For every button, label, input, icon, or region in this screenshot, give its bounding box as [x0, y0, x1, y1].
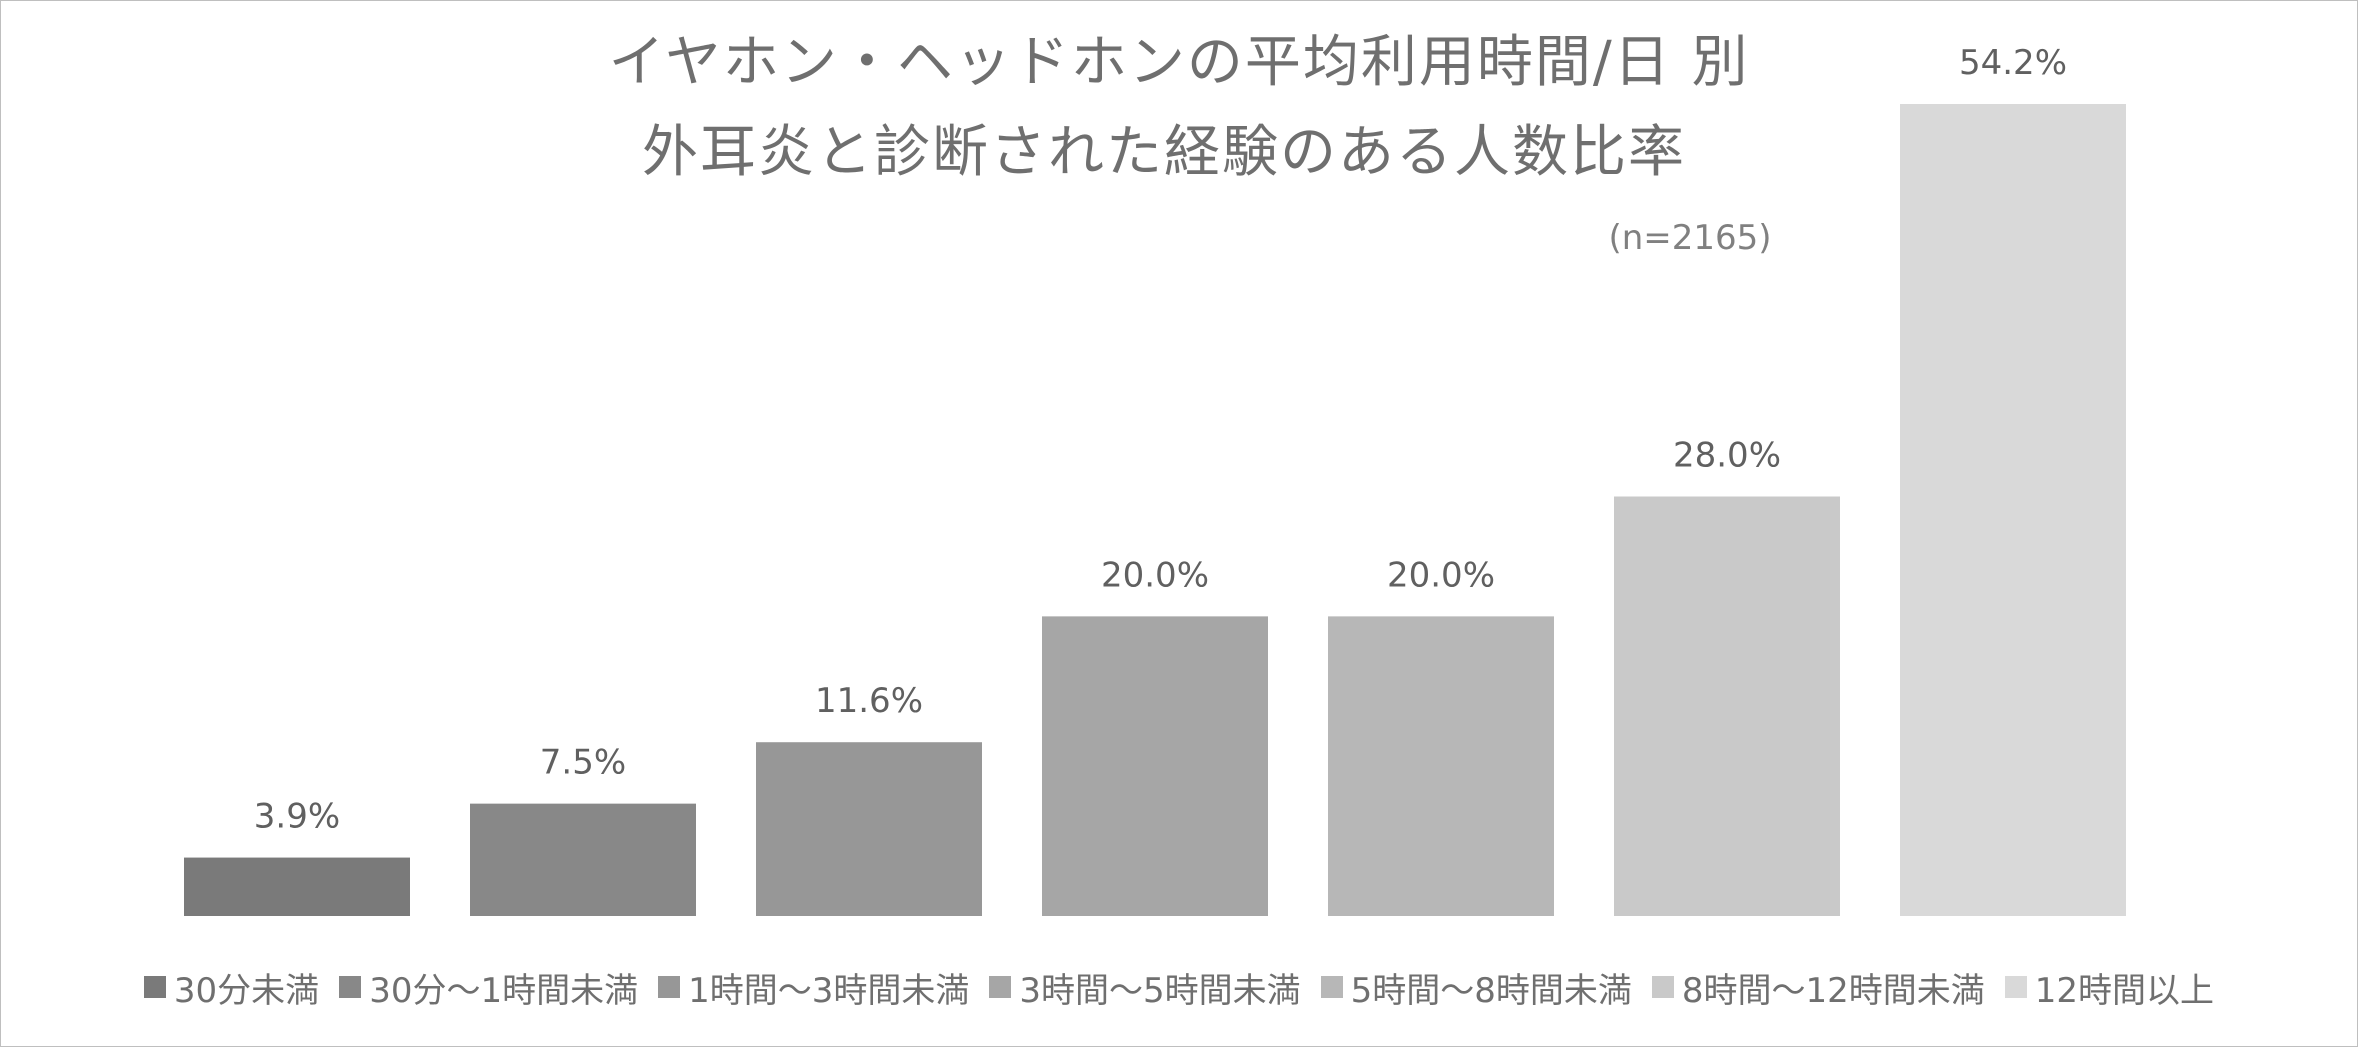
bar-6: [1614, 496, 1840, 916]
legend-swatch-6: [1651, 976, 1674, 998]
legend-item-3: 1時間～3時間未満: [658, 963, 969, 1012]
legend-label-7: 12時間以上: [2034, 970, 2215, 1011]
bar-1: [184, 857, 410, 916]
legend-label-6: 8時間～12時間未満: [1681, 970, 1985, 1011]
bar-2: [470, 803, 696, 916]
legend-swatch-1: [143, 976, 166, 998]
legend-swatch-7: [2004, 976, 2027, 998]
data-label-3: 11.6%: [815, 681, 923, 721]
data-label-1: 3.9%: [254, 797, 340, 837]
legend-label-3: 1時間～3時間未満: [688, 970, 970, 1011]
legend-item-5: 5時間～8時間未満: [1320, 963, 1632, 1012]
legend-item-2: 30分～1時間未満: [339, 963, 638, 1012]
chart-legend: 30分未満 30分～1時間未満 1時間～3時間未満 3時間～5時間未満 5時間～8時間未…: [0, 962, 2358, 1012]
legend-item-4: 3時間～5時間未満: [989, 963, 1301, 1012]
legend-swatch-3: [658, 976, 681, 998]
data-label-5: 20.0%: [1387, 555, 1495, 595]
data-label-4: 20.0%: [1101, 555, 1209, 595]
bar-5: [1328, 616, 1554, 916]
data-label-6: 28.0%: [1673, 436, 1781, 476]
legend-swatch-5: [1320, 976, 1343, 998]
chart-title: イヤホン・ヘッドホンの平均利用時間/日 別 外耳炎と診断された経験のある人数比率: [0, 18, 2358, 198]
sample-size-label: (n=2165): [1608, 218, 1772, 258]
legend-item-6: 8時間～12時間未満: [1651, 963, 1985, 1012]
legend-item-1: 30分未満: [143, 963, 320, 1012]
chart-title-line-1: イヤホン・ヘッドホンの平均利用時間/日 別: [608, 30, 1750, 95]
legend-item-7: 12時間以上: [2004, 963, 2215, 1012]
bar-4: [1042, 616, 1268, 916]
legend-label-5: 5時間～8時間未満: [1350, 970, 1632, 1011]
legend-label-1: 30分未満: [173, 970, 320, 1011]
bar-7: [1900, 104, 2126, 916]
data-label-2: 7.5%: [540, 743, 626, 783]
data-label-7: 54.2%: [1959, 43, 2067, 83]
legend-swatch-2: [339, 976, 362, 998]
bar-3: [756, 742, 982, 916]
chart-title-line-2: 外耳炎と診断された経験のある人数比率: [642, 120, 1686, 185]
legend-swatch-4: [989, 976, 1012, 998]
legend-label-2: 30分～1時間未満: [369, 970, 639, 1011]
legend-label-4: 3時間～5時間未満: [1019, 970, 1301, 1011]
